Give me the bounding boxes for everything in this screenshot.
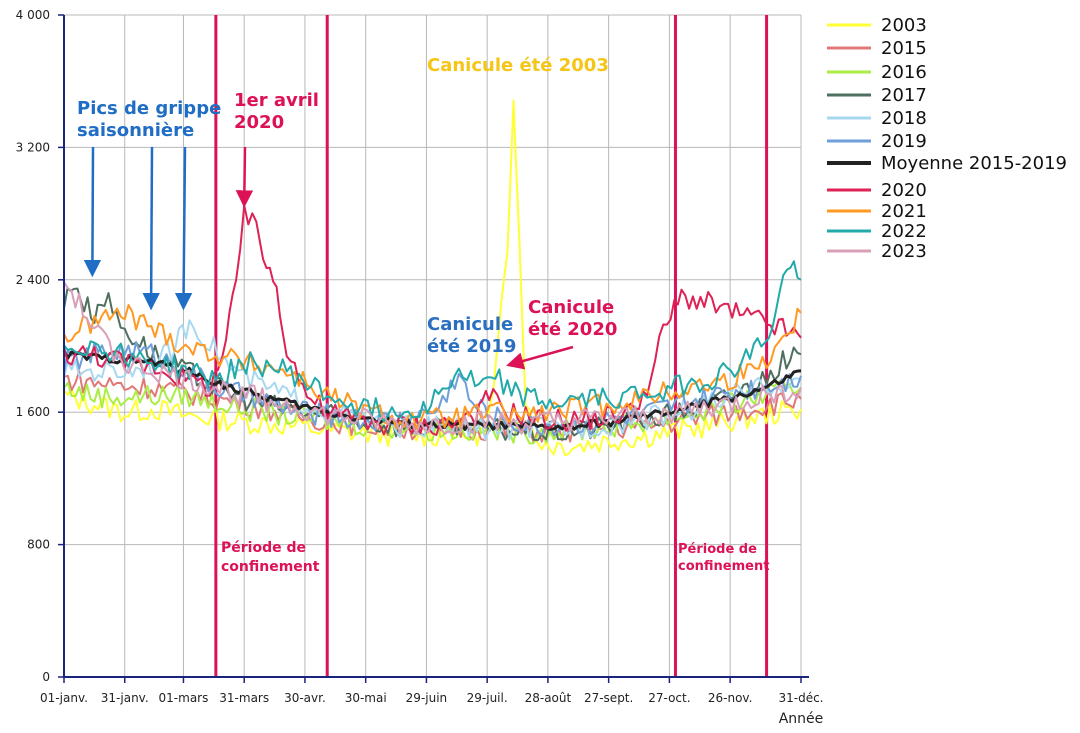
y-tick-label: 800	[27, 538, 50, 552]
annotations: Pics de grippe saisonnière 1er avril 202…	[77, 55, 769, 575]
x-tick-label: 26-nov.	[708, 691, 753, 705]
x-tick-label: 30-mai	[345, 691, 387, 705]
annotation-grippe-line2: saisonnière	[77, 120, 194, 141]
x-tick-label: 01-mars	[159, 691, 209, 705]
annotation-confinement-2-line2: confinement	[678, 559, 769, 574]
legend-label: 2017	[881, 85, 927, 106]
legend-label: 2021	[881, 201, 927, 222]
x-tick-label: 31-janv.	[101, 691, 149, 705]
y-tick-label: 3 200	[16, 140, 50, 154]
annotation-avril-line1: 1er avril	[234, 90, 319, 111]
x-tick-label: 29-juin	[406, 691, 447, 705]
series-line-2023	[63, 281, 802, 436]
y-tick-label: 4 000	[16, 8, 50, 22]
legend-label: 2020	[881, 180, 927, 201]
legend-label: 2016	[881, 62, 927, 83]
annotation-canicule-2020-line1: Canicule	[528, 297, 614, 318]
series-line-2003	[63, 99, 802, 457]
annotation-arrows	[83, 146, 574, 370]
annotation-avril-line2: 2020	[234, 112, 284, 133]
x-tick-label: 01-janv.	[40, 691, 88, 705]
y-tick-label: 0	[42, 670, 50, 684]
annotation-arrow-grippe	[174, 146, 193, 311]
annotation-confinement-1-line2: confinement	[221, 559, 320, 575]
x-tick-labels: 01-janv. 31-janv. 01-mars 31-mars 30-avr. 30-…	[40, 691, 823, 705]
x-tick-label: 27-oct.	[648, 691, 690, 705]
grid-lines	[63, 14, 802, 678]
annotation-confinement-1-line1: Période de	[221, 540, 306, 556]
x-tick-label: 30-avr.	[284, 691, 326, 705]
legend-label: 2023	[881, 241, 927, 262]
annotation-canicule-2020-line2: été 2020	[528, 319, 617, 340]
y-tick-label: 2 400	[16, 273, 50, 287]
annotation-arrow-grippe	[142, 146, 160, 311]
series-lines	[62, 99, 802, 457]
x-axis-label: Année	[779, 711, 824, 727]
series-line-2020	[63, 204, 802, 436]
axes	[58, 14, 809, 683]
annotation-grippe-line1: Pics de grippe	[77, 98, 221, 119]
x-tick-label: 29-juil.	[467, 691, 508, 705]
legend-label: 2003	[881, 15, 927, 36]
annotation-canicule-2019-line1: Canicule	[427, 314, 513, 335]
legend-label: 2018	[881, 108, 927, 129]
annotation-arrow-avril	[235, 146, 254, 208]
y-tick-labels: 0 800 1 600 2 400 3 200 4 000	[16, 8, 50, 684]
series-line-2022	[63, 260, 802, 423]
annotation-canicule-2003: Canicule été 2003	[427, 55, 609, 76]
annotation-canicule-2019-line2: été 2019	[427, 336, 516, 357]
x-tick-label: 27-sept.	[584, 691, 633, 705]
legend-label: 2019	[881, 131, 927, 152]
legend-label: 2022	[881, 221, 927, 242]
series-line-2016	[63, 379, 802, 445]
annotation-arrow-canicule2020	[506, 345, 574, 370]
legend-label: Moyenne 2015-2019	[881, 153, 1067, 174]
x-tick-label: 28-août	[525, 691, 572, 705]
x-tick-label: 31-déc.	[778, 691, 823, 705]
x-tick-label: 31-mars	[219, 691, 269, 705]
y-tick-label: 1 600	[16, 405, 50, 419]
legend-label: 2015	[881, 38, 927, 59]
annotation-arrow-grippe	[83, 146, 102, 278]
annotation-confinement-2-line1: Période de	[678, 542, 757, 557]
